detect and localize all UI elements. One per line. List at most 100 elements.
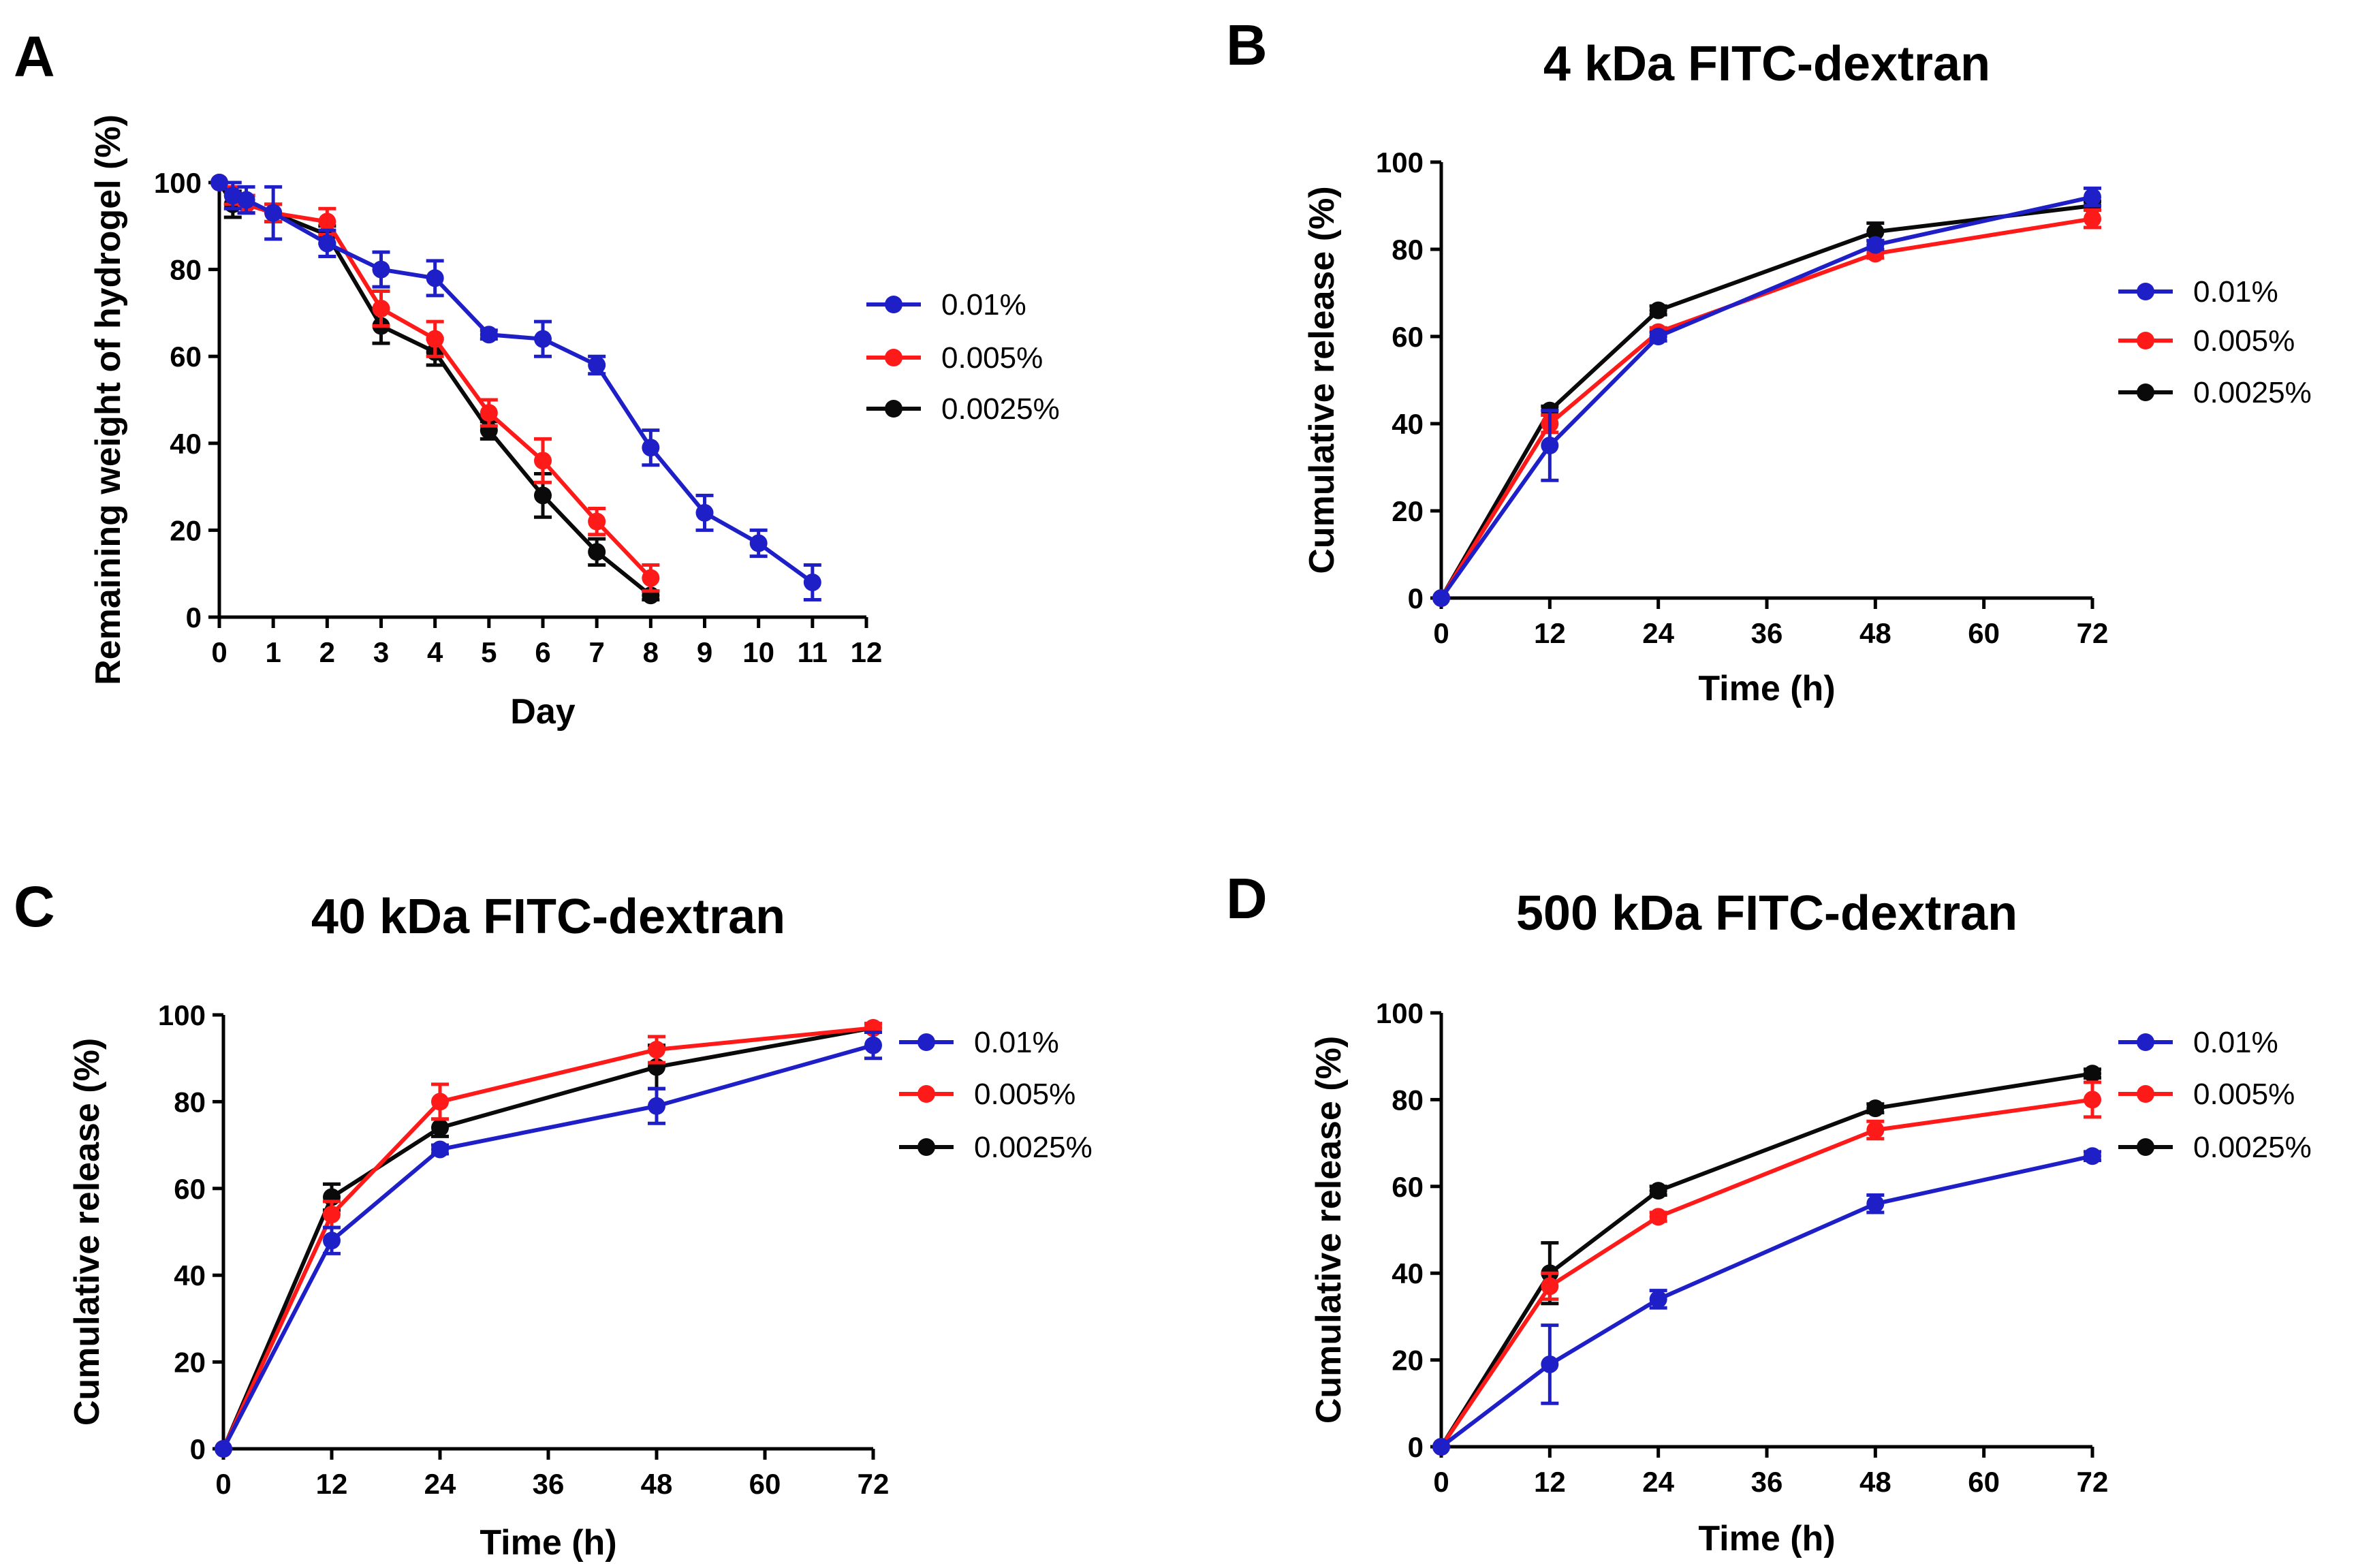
x-tick-label: 7 <box>588 636 604 668</box>
y-tick-label: 80 <box>1392 1084 1424 1116</box>
x-tick-label: 72 <box>2077 1466 2109 1498</box>
y-tick-label: 20 <box>170 514 202 546</box>
y-tick-label: 80 <box>170 254 202 286</box>
data-point <box>318 213 336 231</box>
legend-swatch-marker <box>2137 1033 2154 1051</box>
legend-label: 0.01% <box>941 288 1026 322</box>
legend-item: 0.005% <box>2118 1078 2295 1111</box>
series-line-0.01% <box>217 181 814 584</box>
x-tick-label: 12 <box>1534 617 1566 649</box>
data-point <box>210 174 228 191</box>
legend-item: 0.0025% <box>2118 376 2312 409</box>
legend-label: 0.0025% <box>2193 376 2312 409</box>
legend-label: 0.0025% <box>974 1131 1093 1164</box>
data-point <box>1649 1290 1667 1308</box>
series-0.005% <box>210 174 660 593</box>
legend-swatch-marker <box>885 296 902 313</box>
x-tick-label: 60 <box>1968 617 2000 649</box>
series-0.0025% <box>1432 197 2101 607</box>
series-0.01% <box>1432 1147 2101 1456</box>
data-point <box>2084 1065 2101 1083</box>
data-point <box>323 1232 341 1250</box>
data-point <box>426 269 444 287</box>
y-axis-label: Remaining weight of hydrogel (%) <box>89 114 128 685</box>
data-point <box>1866 1195 1885 1213</box>
y-axis-label: Cumulative release (%) <box>1309 1036 1349 1424</box>
series-0.01% <box>1432 186 2101 607</box>
legend-label: 0.005% <box>2193 1078 2295 1111</box>
x-tick-label: 48 <box>641 1468 673 1500</box>
series-line-0.005% <box>1439 217 2093 599</box>
legend-label: 0.005% <box>2193 324 2295 358</box>
series-0.0025% <box>215 1019 882 1458</box>
data-point <box>323 1206 341 1224</box>
series-line-0.005% <box>217 181 653 580</box>
chart-title: 4 kDa FITC-dextran <box>1543 37 1990 91</box>
data-point <box>803 573 821 591</box>
x-tick-label: 12 <box>316 1468 348 1500</box>
x-tick-label: 24 <box>424 1468 456 1500</box>
panel-letter: B <box>1226 13 1268 77</box>
legend-swatch-marker <box>2137 1085 2154 1103</box>
chart-title: 500 kDa FITC-dextran <box>1516 886 2017 941</box>
data-point <box>480 326 498 344</box>
y-tick-label: 40 <box>174 1259 206 1291</box>
x-tick-label: 5 <box>481 636 497 668</box>
chart-panel-d: D 500 kDa FITC-dextran 0 20 40 60 80 100 0 12 24 36… <box>1226 866 2312 1558</box>
series-line-0.0025% <box>1439 204 2093 599</box>
y-tick-label: 80 <box>1392 234 1424 266</box>
x-tick-label: 3 <box>373 636 389 668</box>
x-tick-label: 36 <box>533 1468 565 1500</box>
x-tick-label: 24 <box>1642 617 1674 649</box>
y-tick-label: 20 <box>1392 495 1424 527</box>
y-tick-label: 100 <box>1376 997 1424 1029</box>
data-point <box>2084 1091 2101 1109</box>
legend-item: 0.0025% <box>866 392 1060 426</box>
series-line-0.0025% <box>217 181 653 597</box>
legend-item: 0.0025% <box>2118 1131 2312 1164</box>
x-tick-label: 4 <box>427 636 443 668</box>
legend-swatch-marker <box>885 400 902 418</box>
y-tick-label: 60 <box>1392 1171 1424 1203</box>
x-tick-label: 72 <box>2077 617 2109 649</box>
data-point <box>749 534 768 552</box>
series-0.01% <box>215 1030 882 1458</box>
x-tick-label: 10 <box>742 636 774 668</box>
y-axis-label: Cumulative release (%) <box>1302 186 1342 574</box>
y-tick-label: 40 <box>1392 1257 1424 1289</box>
x-tick-label: 8 <box>643 636 659 668</box>
data-point <box>1649 1182 1667 1200</box>
series-line-0.01% <box>1439 195 2093 599</box>
series-line-0.0025% <box>1439 1071 2093 1448</box>
data-point <box>1432 1438 1450 1456</box>
y-tick-label: 40 <box>170 428 202 460</box>
y-tick-label: 100 <box>1376 146 1424 178</box>
y-tick-label: 0 <box>190 1433 206 1465</box>
y-tick-label: 0 <box>1408 1431 1424 1463</box>
legend-swatch-marker <box>917 1138 935 1156</box>
legend-item: 0.005% <box>866 341 1043 375</box>
y-tick-label: 0 <box>186 601 202 633</box>
data-point <box>588 512 606 531</box>
y-tick-label: 0 <box>1408 582 1424 614</box>
x-tick-label: 60 <box>1968 1466 2000 1498</box>
x-tick-label: 9 <box>697 636 712 668</box>
data-point <box>237 191 255 209</box>
y-tick-label: 60 <box>174 1173 206 1205</box>
y-tick-label: 60 <box>1392 321 1424 353</box>
legend-swatch-marker <box>2137 1138 2154 1156</box>
data-point <box>1866 223 1885 241</box>
data-point <box>431 1118 449 1137</box>
data-point <box>695 503 714 522</box>
data-point <box>1649 328 1667 345</box>
y-tick-label: 100 <box>154 167 202 199</box>
data-point <box>642 439 660 457</box>
x-tick-label: 11 <box>798 636 828 668</box>
legend-item: 0.01% <box>899 1026 1059 1059</box>
legend-swatch-marker <box>2137 332 2154 349</box>
x-tick-label: 12 <box>851 636 883 668</box>
data-point <box>648 1040 665 1059</box>
x-tick-label: 2 <box>319 636 335 668</box>
legend-swatch-marker <box>2137 383 2154 401</box>
